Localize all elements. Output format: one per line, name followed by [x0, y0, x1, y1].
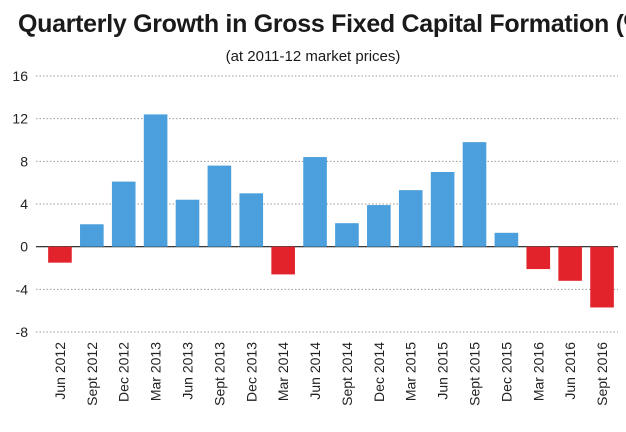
x-tick-label: Sept 2015 — [467, 342, 483, 406]
x-tick-label: Dec 2014 — [371, 342, 387, 402]
x-tick-label: Jun 2013 — [180, 342, 196, 400]
chart-subtitle: (at 2011-12 market prices) — [225, 48, 401, 65]
x-tick-label: Mar 2013 — [148, 342, 164, 401]
bar — [398, 190, 423, 247]
bar — [303, 157, 327, 247]
x-tick-label: Sept 2014 — [339, 342, 355, 406]
x-tick-label: Sept 2013 — [211, 342, 227, 406]
y-tick-label: -8 — [16, 324, 29, 340]
bar — [526, 246, 551, 270]
y-tick-label: 4 — [20, 196, 28, 212]
bar — [430, 172, 455, 247]
bar — [271, 246, 295, 275]
bar — [207, 165, 232, 247]
y-tick-label: -4 — [16, 281, 29, 297]
x-tick-label: Jun 2015 — [435, 342, 451, 400]
x-tick-label: Dec 2012 — [116, 342, 132, 402]
x-tick-label: Sept 2012 — [84, 342, 100, 406]
x-tick-label: Jun 2014 — [307, 342, 323, 400]
y-tick-label: 16 — [12, 68, 28, 84]
chart-title: Quarterly Growth in Gross Fixed Capital … — [18, 10, 626, 38]
y-tick-label: 12 — [12, 111, 28, 127]
bar — [462, 142, 487, 247]
bar — [558, 246, 582, 281]
bar — [175, 199, 200, 247]
bar — [590, 246, 614, 308]
x-tick-label: Dec 2013 — [243, 342, 259, 402]
bar — [80, 224, 104, 247]
bar — [494, 232, 519, 247]
bar — [111, 181, 136, 247]
x-tick-label: Sept 2016 — [594, 342, 610, 406]
x-tick-label: Jun 2012 — [52, 342, 68, 400]
x-tick-label: Mar 2014 — [275, 342, 291, 401]
y-tick-label: 0 — [20, 239, 28, 255]
bar — [143, 114, 168, 247]
x-tick-label: Dec 2015 — [498, 342, 514, 402]
bar — [48, 246, 72, 263]
y-tick-label: 8 — [20, 153, 28, 169]
bar — [239, 193, 264, 247]
bar — [335, 223, 359, 247]
x-tick-label: Jun 2016 — [562, 342, 578, 400]
x-tick-label: Mar 2016 — [530, 342, 546, 401]
x-tick-label: Mar 2015 — [403, 342, 419, 401]
bar — [367, 205, 391, 247]
